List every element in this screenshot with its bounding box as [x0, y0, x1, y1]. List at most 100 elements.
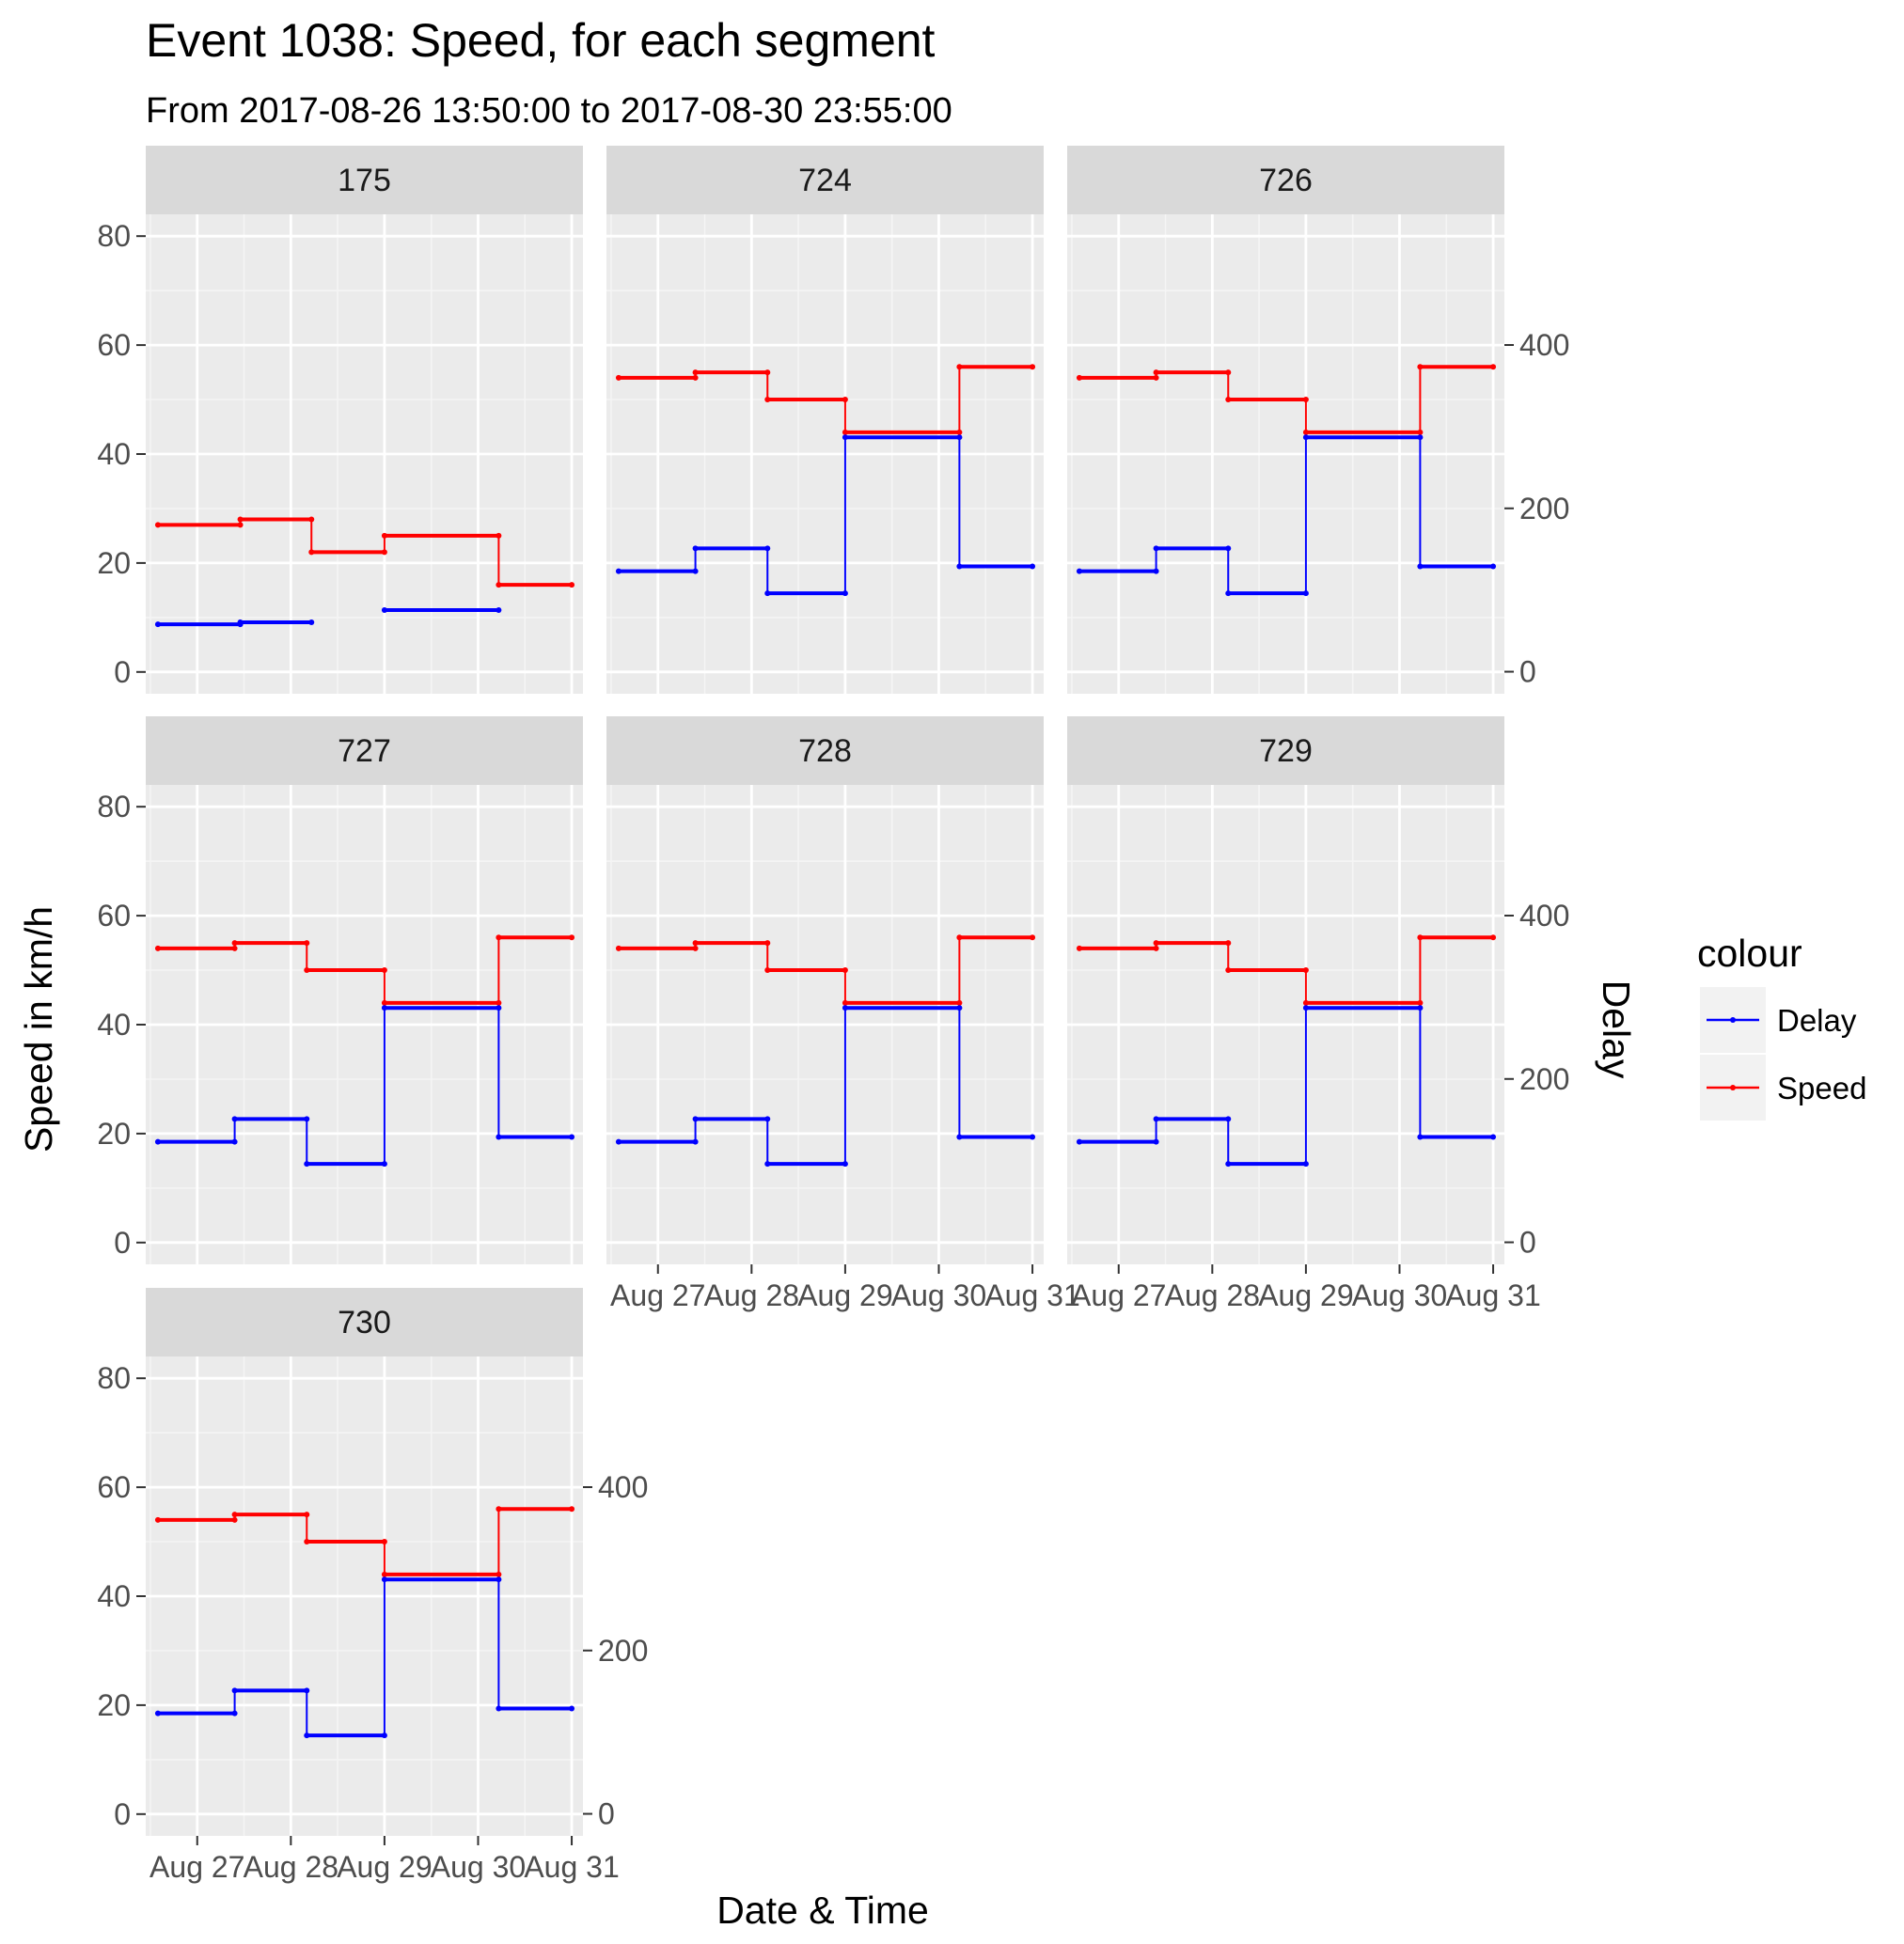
x-tick-label: Aug 27	[149, 1850, 244, 1884]
facet-strip	[146, 716, 583, 785]
data-point	[496, 1705, 502, 1712]
data-point	[496, 934, 502, 941]
y-tick-label: 20	[97, 1117, 131, 1151]
y2-tick-label: 200	[1519, 492, 1569, 525]
data-point	[1153, 369, 1159, 376]
series-delay	[1076, 434, 1497, 597]
y-tick-label: 40	[97, 1008, 131, 1042]
data-point	[1490, 1134, 1497, 1140]
data-point	[842, 1005, 848, 1011]
data-point	[381, 1576, 387, 1583]
y2-tick-label: 400	[598, 1470, 648, 1504]
data-point	[1225, 967, 1232, 974]
data-point	[237, 516, 244, 523]
y-tick-label: 40	[97, 1579, 131, 1613]
y-tick-label: 40	[97, 437, 131, 471]
legend-key-point	[1730, 1085, 1736, 1090]
data-point	[154, 621, 161, 628]
y-tick-label: 80	[97, 219, 131, 253]
x-tick-label: Aug 29	[337, 1850, 432, 1884]
facet-strip-label: 175	[338, 163, 391, 198]
data-point	[1030, 364, 1036, 370]
series-speed	[154, 934, 575, 1006]
x-tick-label: Aug 27	[1071, 1278, 1166, 1312]
series-speed	[615, 934, 1036, 1006]
x-tick-label: Aug 30	[891, 1278, 986, 1312]
x-tick-label: Aug 28	[244, 1850, 338, 1884]
facet-strip	[146, 1288, 583, 1356]
legend-items: Delay Speed	[1700, 987, 1866, 1121]
data-point	[308, 549, 315, 556]
y-tick-label: 80	[97, 790, 131, 823]
data-point	[1153, 940, 1159, 947]
data-point	[956, 1134, 963, 1140]
data-point	[1076, 945, 1082, 951]
facet-strip	[606, 146, 1044, 214]
facet-strip-label: 727	[338, 733, 391, 769]
data-point	[1490, 934, 1497, 941]
facet-strip-label: 724	[798, 163, 852, 198]
data-point	[304, 967, 310, 974]
legend-label-speed: Speed	[1777, 1071, 1866, 1105]
data-point	[154, 945, 161, 951]
data-point	[615, 1138, 622, 1145]
y-tick-label: 0	[114, 655, 131, 689]
x-tick-label: Aug 31	[524, 1850, 619, 1884]
x-axis-label: Date & Time	[716, 1889, 929, 1932]
y2-tick-label: 0	[1519, 1226, 1536, 1260]
y2-axis-label: Delay	[1595, 980, 1638, 1079]
data-point	[154, 1138, 161, 1145]
x-tick-label: Aug 31	[1445, 1278, 1540, 1312]
data-point	[569, 582, 575, 588]
data-point	[764, 590, 771, 597]
y-axis-label: Speed in km/h	[17, 906, 60, 1152]
series-delay	[154, 606, 502, 628]
data-point	[1225, 397, 1232, 403]
y-tick-label: 60	[97, 899, 131, 933]
data-point	[1490, 563, 1497, 570]
data-point	[381, 606, 387, 613]
data-point	[569, 1506, 575, 1513]
data-point	[764, 1161, 771, 1168]
data-point	[1417, 934, 1424, 941]
data-point	[1030, 563, 1036, 570]
x-tick-label: Aug 29	[797, 1278, 892, 1312]
data-point	[1076, 1138, 1082, 1145]
data-point	[381, 532, 387, 539]
data-point	[692, 369, 699, 376]
data-point	[231, 1116, 238, 1122]
data-point	[381, 1571, 387, 1577]
y-tick-label: 20	[97, 546, 131, 580]
data-point	[308, 619, 315, 625]
data-point	[615, 945, 622, 951]
facet-panel-175: 175 0 20 40 60 80	[97, 146, 583, 694]
x-tick-label: Aug 27	[610, 1278, 705, 1312]
series-speed	[615, 364, 1036, 435]
facet-strip	[1067, 146, 1504, 214]
series-speed	[1076, 364, 1497, 435]
series-speed	[154, 1506, 575, 1577]
data-point	[304, 1161, 310, 1168]
data-point	[569, 1134, 575, 1140]
series-speed	[1076, 934, 1497, 1006]
chart-subtitle: From 2017-08-26 13:50:00 to 2017-08-30 2…	[146, 91, 952, 131]
series-delay	[154, 1005, 575, 1168]
data-point	[496, 1134, 502, 1140]
data-point	[842, 429, 848, 435]
x-tick-label: Aug 30	[431, 1850, 526, 1884]
data-point	[1302, 434, 1309, 441]
data-point	[496, 1506, 502, 1513]
y2-tick-label: 400	[1519, 328, 1569, 362]
facet-strip-label: 729	[1259, 733, 1313, 769]
x-tick-label: Aug 29	[1258, 1278, 1353, 1312]
facet-strip-label: 728	[798, 733, 852, 769]
y2-tick-label: 200	[598, 1634, 648, 1668]
y2-tick-label: 200	[1519, 1062, 1569, 1096]
data-point	[1030, 934, 1036, 941]
facet-strip	[606, 716, 1044, 785]
data-point	[381, 999, 387, 1006]
data-point	[1302, 999, 1309, 1006]
data-point	[1030, 1134, 1036, 1140]
data-point	[154, 1516, 161, 1523]
